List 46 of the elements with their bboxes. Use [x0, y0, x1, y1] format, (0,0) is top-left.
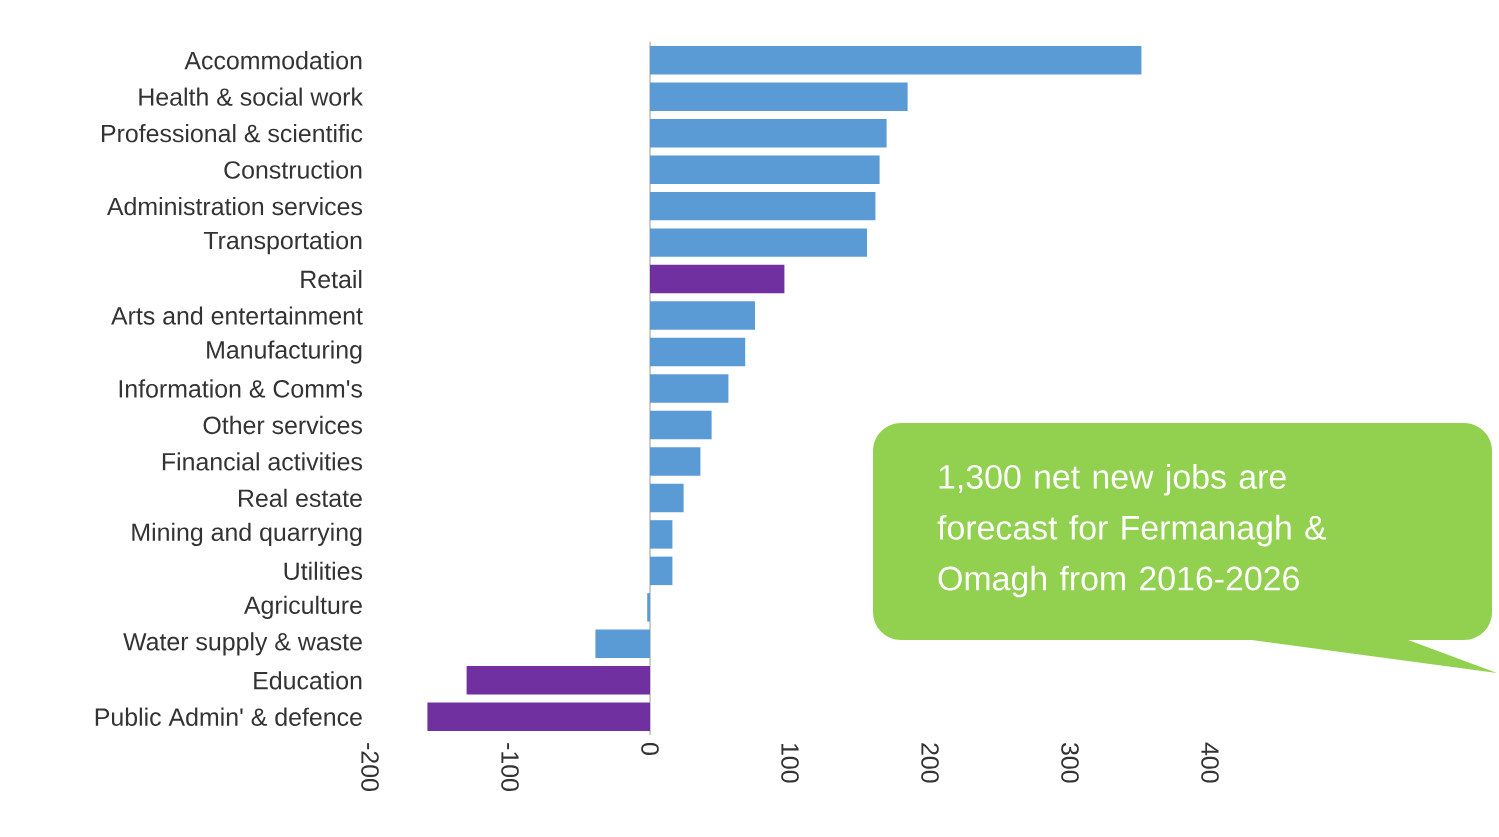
bar: [650, 483, 684, 513]
bar: [595, 629, 651, 659]
y-tick-label: Arts and entertainment: [111, 306, 363, 325]
y-tick-label: Accommodation: [184, 51, 362, 70]
bar: [650, 556, 673, 586]
x-tick-label: -100: [501, 743, 519, 791]
annotation: 1,300 net new jobs are forecast for Fermanagh & Omagh from 2016-2026: [937, 464, 1327, 598]
bar: [647, 593, 651, 622]
y-tick-label: Transportation: [203, 230, 362, 255]
y-tick-label: Mining and quarrying: [132, 522, 362, 546]
bar: [650, 301, 756, 330]
bar: [466, 666, 651, 695]
y-tick-label: Information & Comm's: [119, 379, 363, 398]
x-tick-label: 100: [781, 743, 799, 783]
bar: [650, 520, 673, 549]
x-tick-label: 400: [1201, 742, 1219, 783]
x-tick-label: -200: [361, 743, 379, 791]
x-tick-label: 0: [641, 743, 659, 755]
bar: [650, 191, 876, 221]
x-tick-label: 300: [1061, 742, 1079, 783]
y-tick-label: Water supply & waste: [123, 632, 362, 656]
y-tick-label: Professional & scientific: [101, 124, 363, 143]
y-tick-label: Education: [254, 671, 362, 690]
y-tick-label: Health & social work: [139, 87, 363, 106]
bar: [650, 228, 868, 257]
x-tick-label: 200: [921, 743, 939, 783]
bar: [650, 447, 701, 476]
y-tick-label: Manufacturing: [207, 340, 362, 364]
y-tick-label: Public Admin' & defence: [95, 707, 362, 726]
bar: [427, 702, 651, 731]
bar: [650, 118, 887, 148]
y-tick-label: Retail: [301, 269, 362, 289]
y-tick-label: Financial activities: [162, 452, 363, 471]
bar: [650, 82, 908, 111]
bar: [650, 264, 785, 294]
bar: [650, 155, 880, 184]
y-tick-label: Real estate: [239, 488, 362, 508]
y-tick-label: Agriculture: [243, 595, 362, 619]
bar: [650, 337, 746, 367]
y-tick-label: Utilities: [284, 561, 363, 581]
bar: [650, 374, 729, 403]
bar: [650, 410, 712, 440]
y-tick-label: Other services: [203, 415, 363, 435]
y-tick-label: Administration services: [106, 196, 363, 216]
y-tick-label: Construction: [224, 160, 362, 179]
bar: [650, 46, 1142, 75]
